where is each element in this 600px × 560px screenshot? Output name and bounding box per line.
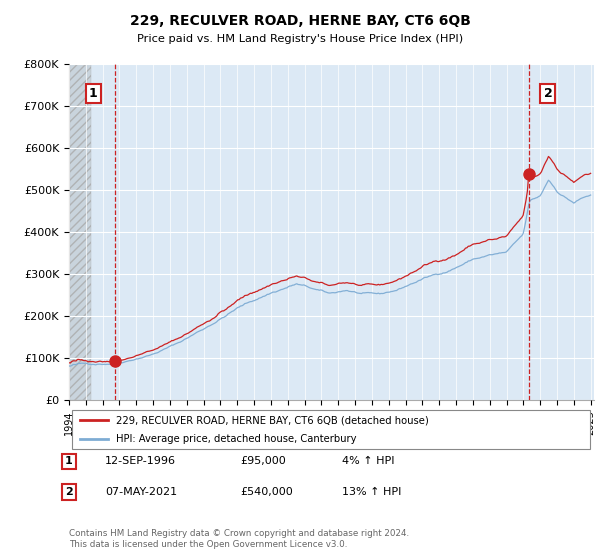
Text: Price paid vs. HM Land Registry's House Price Index (HPI): Price paid vs. HM Land Registry's House … — [137, 34, 463, 44]
Text: HPI: Average price, detached house, Canterbury: HPI: Average price, detached house, Cant… — [116, 435, 357, 445]
Text: 229, RECULVER ROAD, HERNE BAY, CT6 6QB (detached house): 229, RECULVER ROAD, HERNE BAY, CT6 6QB (… — [116, 415, 429, 425]
Text: 07-MAY-2021: 07-MAY-2021 — [105, 487, 177, 497]
Text: 13% ↑ HPI: 13% ↑ HPI — [342, 487, 401, 497]
Text: 229, RECULVER ROAD, HERNE BAY, CT6 6QB: 229, RECULVER ROAD, HERNE BAY, CT6 6QB — [130, 14, 470, 28]
Text: 1: 1 — [65, 456, 73, 466]
Text: 4% ↑ HPI: 4% ↑ HPI — [342, 456, 395, 466]
Text: 12-SEP-1996: 12-SEP-1996 — [105, 456, 176, 466]
Text: 1: 1 — [89, 87, 98, 100]
FancyBboxPatch shape — [71, 410, 590, 449]
Text: 2: 2 — [544, 87, 552, 100]
Text: 2: 2 — [65, 487, 73, 497]
Text: £540,000: £540,000 — [240, 487, 293, 497]
Text: Contains HM Land Registry data © Crown copyright and database right 2024.
This d: Contains HM Land Registry data © Crown c… — [69, 529, 409, 549]
Text: £95,000: £95,000 — [240, 456, 286, 466]
Bar — [69, 64, 91, 400]
